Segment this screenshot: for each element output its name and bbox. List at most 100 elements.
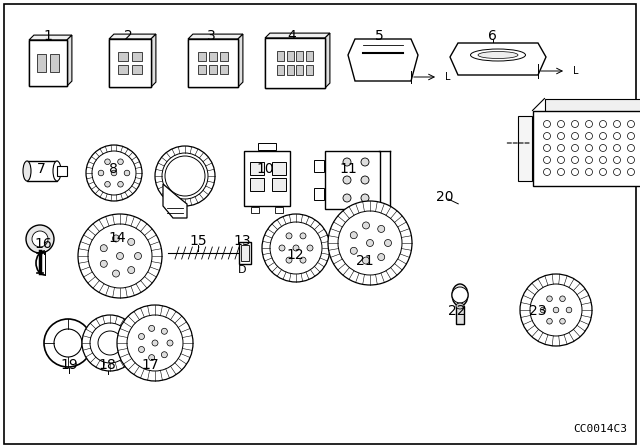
- Polygon shape: [188, 34, 243, 39]
- Circle shape: [128, 238, 135, 246]
- Polygon shape: [109, 34, 156, 39]
- Circle shape: [148, 325, 155, 332]
- Circle shape: [557, 121, 564, 128]
- Text: 21: 21: [356, 254, 374, 268]
- Bar: [220, 52, 228, 61]
- Bar: [277, 51, 284, 61]
- Circle shape: [540, 307, 546, 313]
- Bar: [265, 38, 325, 88]
- Circle shape: [547, 319, 552, 324]
- Bar: [306, 51, 313, 61]
- Circle shape: [165, 156, 205, 196]
- Circle shape: [586, 156, 593, 164]
- Bar: [306, 65, 313, 75]
- Polygon shape: [238, 34, 243, 87]
- Circle shape: [557, 145, 564, 151]
- Circle shape: [90, 323, 130, 363]
- Circle shape: [118, 181, 124, 187]
- Circle shape: [520, 274, 592, 346]
- Circle shape: [600, 133, 607, 139]
- Bar: [244, 151, 290, 206]
- Text: 8: 8: [109, 162, 118, 177]
- Circle shape: [361, 158, 369, 166]
- Circle shape: [127, 315, 183, 371]
- Circle shape: [92, 151, 136, 195]
- Circle shape: [113, 235, 120, 242]
- Circle shape: [572, 168, 579, 176]
- Circle shape: [161, 328, 167, 334]
- Text: 23: 23: [529, 304, 547, 319]
- Circle shape: [307, 245, 313, 251]
- Circle shape: [553, 307, 559, 313]
- Circle shape: [627, 145, 634, 151]
- Circle shape: [338, 211, 402, 275]
- Ellipse shape: [53, 161, 61, 181]
- Text: 2: 2: [124, 29, 132, 43]
- Circle shape: [600, 121, 607, 128]
- Text: 6: 6: [488, 29, 497, 43]
- Circle shape: [614, 133, 621, 139]
- Bar: [532, 111, 640, 185]
- Bar: [272, 177, 286, 190]
- Circle shape: [530, 284, 582, 336]
- Circle shape: [26, 225, 54, 253]
- Circle shape: [566, 307, 572, 313]
- Text: 14: 14: [108, 231, 126, 246]
- Circle shape: [586, 168, 593, 176]
- Bar: [188, 39, 238, 87]
- Bar: [118, 52, 128, 61]
- Circle shape: [543, 133, 550, 139]
- Circle shape: [82, 315, 138, 371]
- Circle shape: [572, 156, 579, 164]
- Polygon shape: [450, 43, 546, 75]
- Text: 16: 16: [35, 237, 52, 251]
- Circle shape: [152, 340, 158, 346]
- Circle shape: [600, 145, 607, 151]
- Circle shape: [557, 156, 564, 164]
- Circle shape: [300, 257, 306, 263]
- Bar: [545, 99, 640, 173]
- Circle shape: [361, 194, 369, 202]
- Circle shape: [32, 231, 48, 247]
- Circle shape: [300, 233, 306, 239]
- Text: 22: 22: [447, 304, 465, 319]
- Text: 1: 1: [44, 29, 52, 43]
- Circle shape: [78, 214, 162, 298]
- Ellipse shape: [452, 284, 468, 306]
- Text: 13: 13: [233, 234, 251, 248]
- Bar: [277, 65, 284, 75]
- Circle shape: [378, 225, 385, 233]
- Circle shape: [279, 245, 285, 251]
- Circle shape: [572, 121, 579, 128]
- Polygon shape: [67, 35, 72, 86]
- Circle shape: [343, 158, 351, 166]
- Bar: [220, 65, 228, 74]
- Text: 19: 19: [60, 358, 78, 372]
- Ellipse shape: [478, 52, 518, 59]
- Text: L: L: [573, 66, 579, 76]
- Bar: [265, 38, 325, 88]
- Bar: [209, 65, 217, 74]
- Text: D: D: [237, 265, 246, 275]
- Bar: [27, 161, 57, 181]
- Circle shape: [111, 170, 117, 176]
- Circle shape: [627, 133, 634, 139]
- Circle shape: [117, 305, 193, 381]
- Text: 12: 12: [287, 248, 305, 263]
- Text: 20: 20: [436, 190, 454, 204]
- Circle shape: [572, 133, 579, 139]
- Circle shape: [293, 245, 299, 251]
- Bar: [324, 151, 380, 209]
- Bar: [132, 52, 141, 61]
- Text: 5: 5: [375, 29, 384, 43]
- Bar: [37, 54, 46, 72]
- Circle shape: [270, 222, 322, 274]
- Bar: [209, 52, 217, 61]
- Circle shape: [586, 145, 593, 151]
- Bar: [50, 54, 59, 72]
- Circle shape: [167, 340, 173, 346]
- Circle shape: [116, 253, 124, 259]
- Bar: [198, 65, 206, 74]
- Circle shape: [328, 201, 412, 285]
- Circle shape: [543, 145, 550, 151]
